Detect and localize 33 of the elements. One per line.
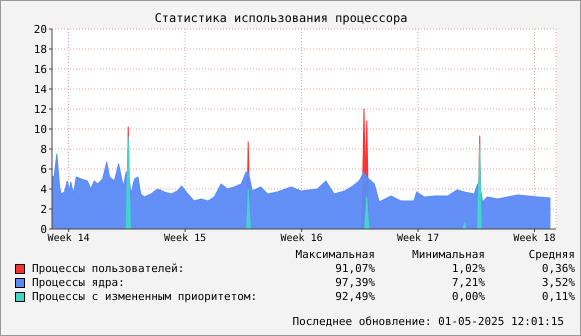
text: 7,21% [450, 276, 485, 289]
y-tick-label: 6 [40, 162, 47, 176]
y-tick-label: 12 [34, 102, 47, 116]
text: 97,39% [334, 276, 375, 289]
text: 3,52% [540, 276, 575, 289]
text: Средняя [528, 248, 575, 261]
x-tick-label: Week 16 [280, 233, 323, 244]
legend-label: Процессы с измененным приоритетом: [32, 290, 258, 303]
x-tick-label: Week 18 [513, 233, 556, 244]
text: 0,00% [450, 290, 485, 303]
y-tick-label: 20 [34, 22, 47, 36]
x-tick-label: Week 14 [48, 233, 90, 244]
text: 92,49% [334, 290, 375, 303]
y-tick-label: 2 [40, 202, 47, 216]
legend-label: Процессы пользователей: [32, 262, 184, 275]
y-tick-label: 4 [40, 182, 48, 196]
text: Максимальная [294, 248, 375, 261]
y-tick-label: 8 [40, 142, 47, 156]
y-tick-label: 16 [34, 62, 47, 76]
y-tick-label: 14 [34, 82, 48, 96]
chart-title: Статистика использования процессора [154, 11, 408, 25]
text: 0,11% [540, 290, 575, 303]
text: 0,36% [540, 262, 575, 275]
text: Минимальная [411, 248, 485, 261]
text: Последнее обновление: 01-05-2025 12:01:15 [292, 315, 564, 328]
y-tick-label: 0 [40, 222, 47, 236]
text: 91,07% [334, 262, 375, 275]
y-tick-label: 18 [34, 42, 47, 56]
text: 1,02% [450, 262, 485, 275]
y-tick-label: 10 [34, 122, 47, 136]
x-tick-label: Week 17 [396, 233, 440, 244]
x-tick-label: Week 15 [164, 233, 206, 244]
legend-label: Процессы ядра: [32, 276, 125, 289]
